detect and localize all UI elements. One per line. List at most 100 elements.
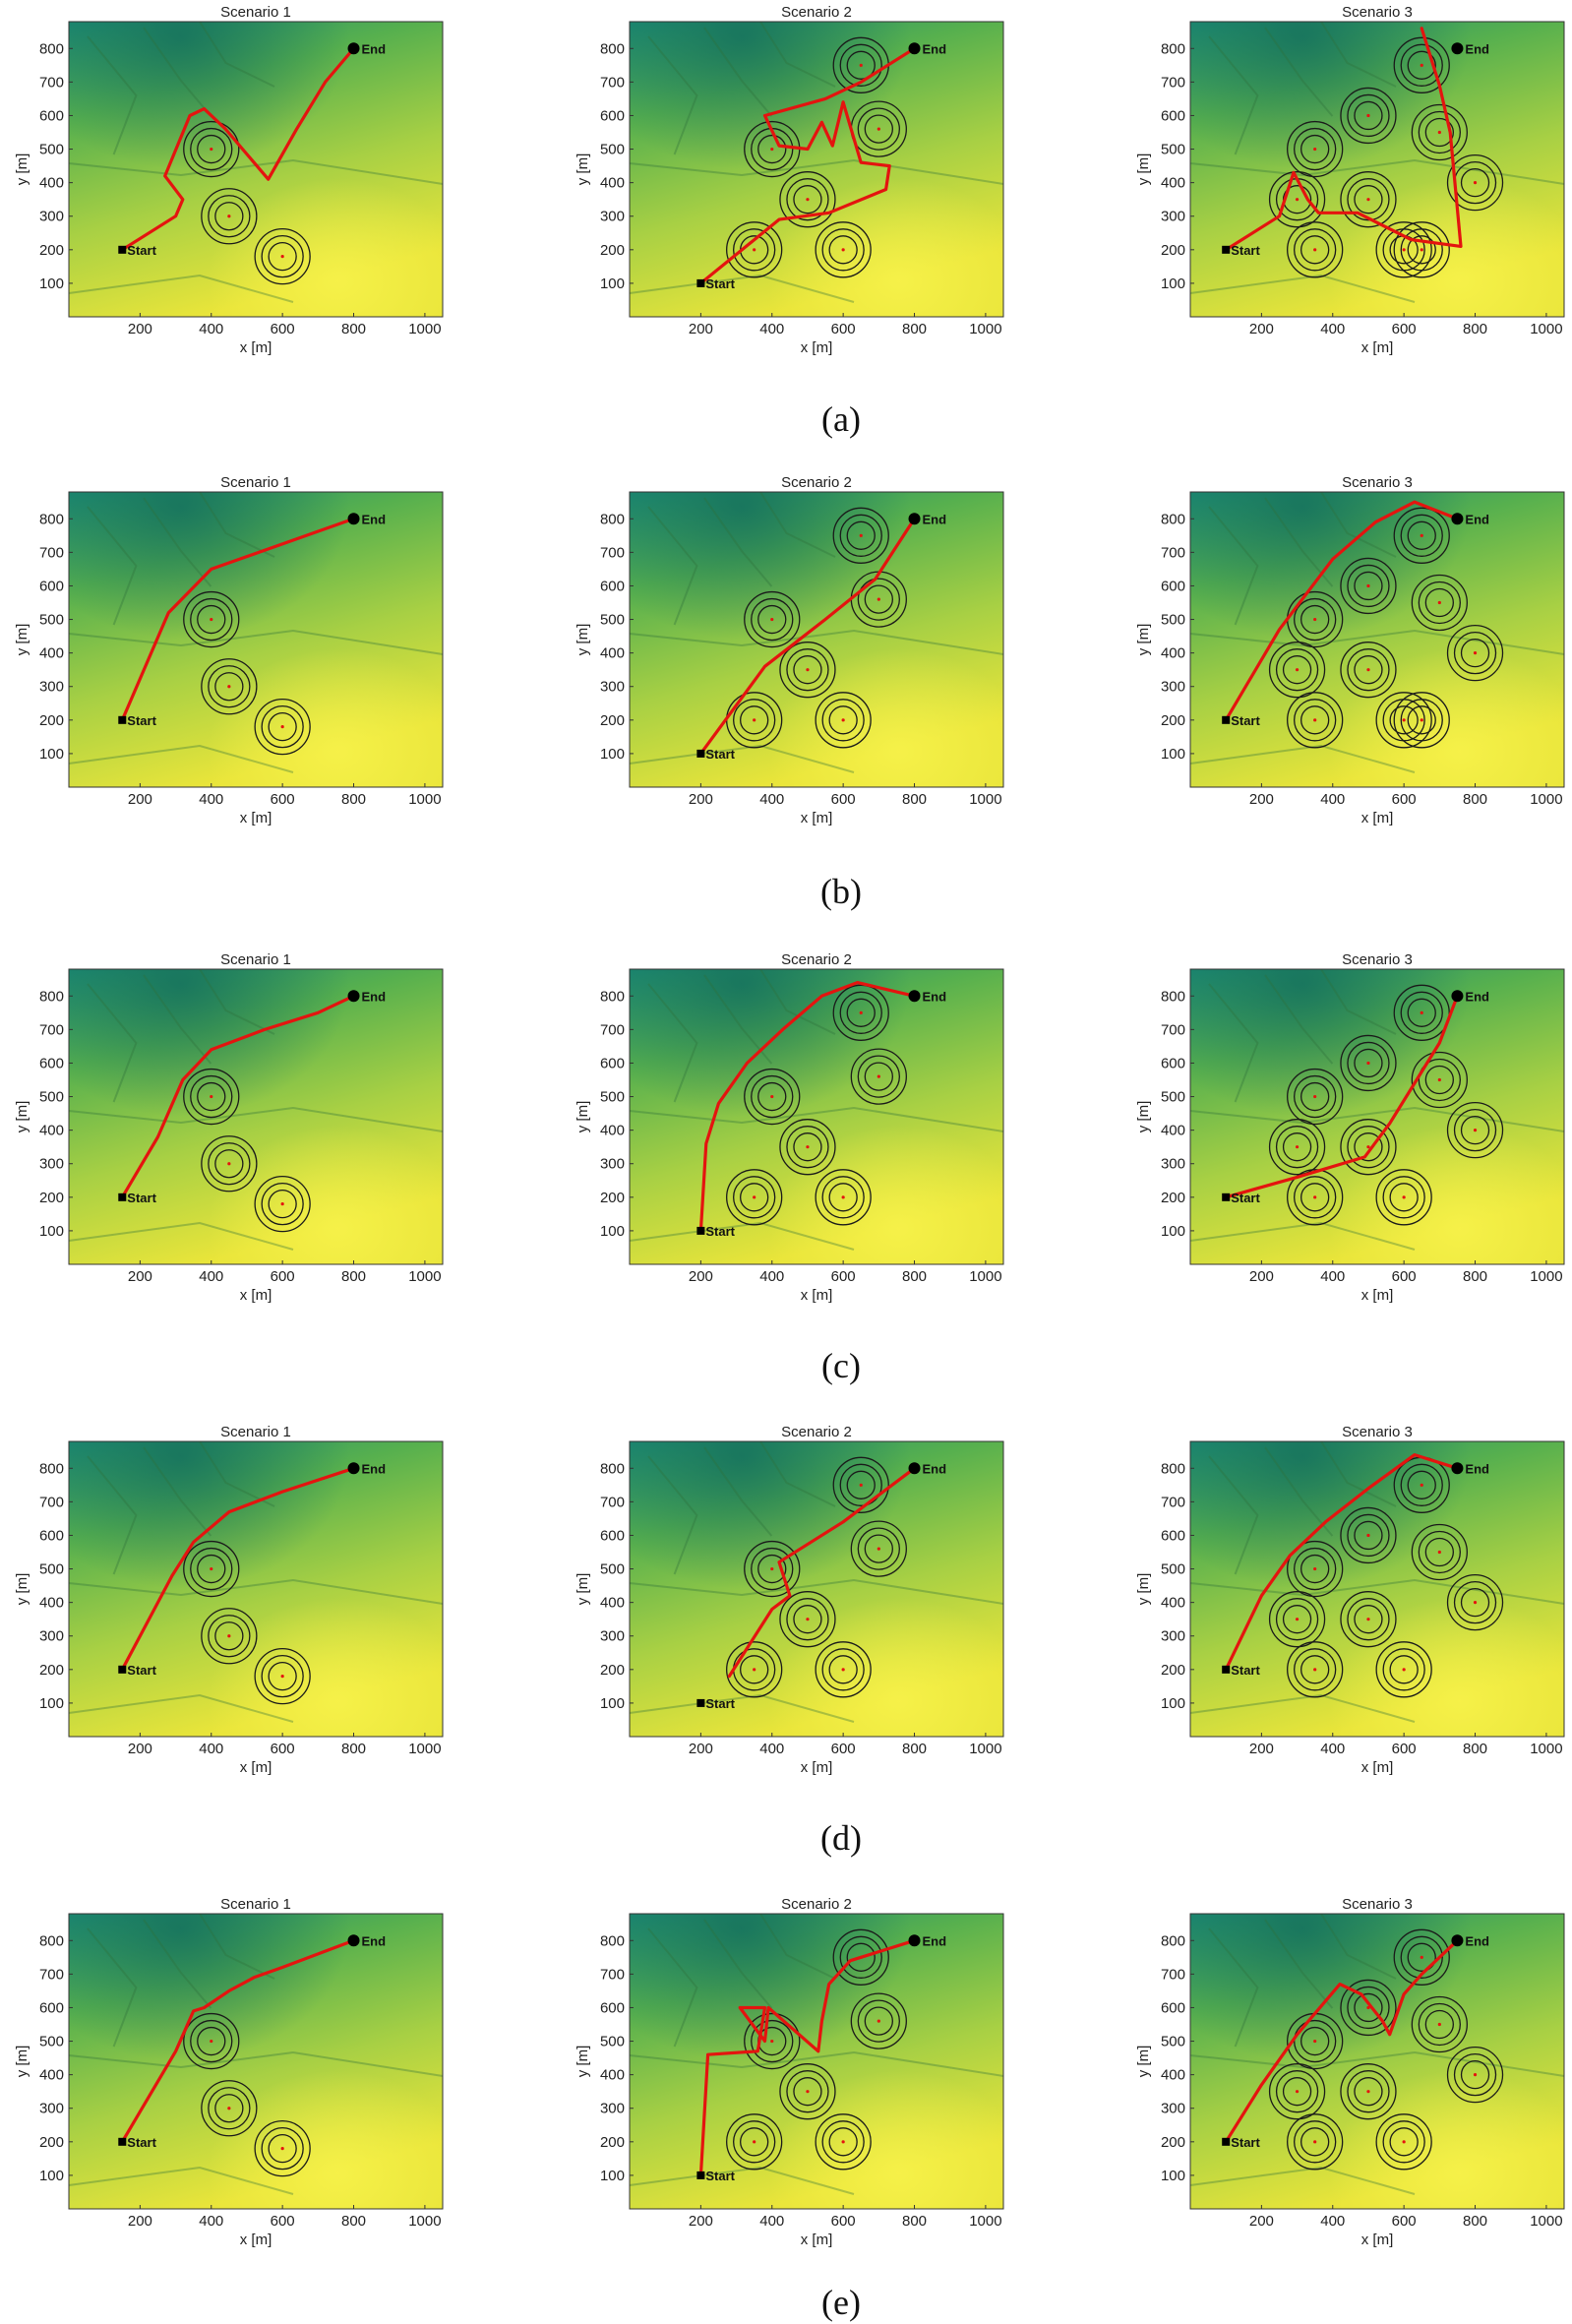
threat-ring [779, 642, 836, 699]
y-tick-label: 200 [1161, 1190, 1185, 1206]
threat-ring [1340, 557, 1397, 615]
threat-center [1313, 1668, 1317, 1672]
threat-ring [1460, 1115, 1490, 1145]
terrain-highlight [630, 492, 1003, 787]
start-marker [696, 749, 705, 758]
terrain-ridge [87, 35, 138, 155]
start-label: Start [127, 1663, 156, 1678]
x-axis-label: x [m] [1361, 810, 1394, 826]
y-tick-label: 400 [1161, 645, 1185, 662]
y-tick-label: 600 [600, 1527, 625, 1544]
y-tick-label: 700 [1161, 74, 1185, 91]
start-marker [118, 245, 127, 254]
threat-ring [214, 672, 244, 702]
flight-path [698, 1938, 917, 2177]
end-label: End [362, 512, 387, 526]
map-panel: Scenario 3 200 400 600 800 1000 100 200 300 400 50… [1135, 474, 1565, 826]
y-tick-label: 300 [39, 209, 64, 225]
y-tick-label: 400 [600, 1123, 625, 1139]
map-panel: Scenario 3 200 400 600 800 1000 100 200 300 400 50… [1135, 1424, 1565, 1776]
threat-ring [1347, 178, 1390, 221]
threat-ring [1393, 692, 1450, 749]
y-tick-label: 400 [39, 2067, 64, 2084]
threat-ring [828, 2127, 858, 2157]
threat-zone [254, 2119, 311, 2177]
terrain-ridge [143, 1446, 212, 1537]
y-tick-label: 600 [39, 1527, 64, 1544]
terrain-ridge [647, 1455, 698, 1575]
terrain-highlight [69, 1914, 443, 2209]
start-marker [118, 715, 127, 724]
terrain-highlight [69, 969, 443, 1264]
chart-title: Scenario 3 [1342, 1424, 1413, 1440]
x-axis-label: x [m] [801, 1759, 833, 1776]
threat-ring [190, 1547, 233, 1591]
x-tick-label: 600 [831, 791, 856, 808]
x-tick-label: 400 [759, 1741, 784, 1757]
x-tick-label: 400 [1320, 1741, 1345, 1757]
threat-center [1313, 1566, 1317, 1571]
threat-ring [733, 699, 776, 742]
terrain-highlight [69, 1441, 443, 1737]
x-tick-label: 400 [199, 1268, 223, 1285]
threat-ring [1300, 2127, 1330, 2157]
threat-ring [1446, 1573, 1504, 1631]
threat-zone [1411, 1523, 1468, 1581]
row-label: (e) [821, 2283, 861, 2322]
threat-zone [850, 1520, 907, 1577]
threat-ring [197, 134, 226, 164]
flight-path [698, 46, 917, 285]
y-tick-label: 500 [600, 1561, 625, 1578]
chart-title: Scenario 1 [220, 4, 291, 21]
y-tick-label: 200 [600, 712, 625, 729]
terrain-ridge [629, 1578, 1004, 1605]
threat-ring [197, 1554, 226, 1584]
y-tick-label: 100 [39, 275, 64, 292]
threat-ring [1407, 705, 1436, 735]
y-tick-label: 700 [600, 1494, 625, 1510]
terrain-ridge [759, 491, 836, 558]
y-tick-label: 200 [600, 1190, 625, 1206]
threat-ring [1418, 581, 1461, 625]
threat-ring [1418, 1058, 1461, 1102]
end-marker [1451, 1462, 1464, 1475]
x-tick-label: 600 [831, 1741, 856, 1757]
y-axis-label: y [m] [574, 624, 591, 656]
y-tick-label: 300 [1161, 1628, 1185, 1645]
threat-ring [1411, 574, 1468, 632]
threat-ring [1460, 167, 1490, 198]
start-marker [1222, 245, 1231, 254]
threat-ring [190, 2019, 233, 2063]
threat-ring [1418, 2002, 1461, 2047]
x-tick-label: 200 [1249, 1741, 1274, 1757]
x-tick-label: 800 [902, 1268, 927, 1285]
x-tick-label: 1000 [1530, 1268, 1562, 1285]
y-tick-label: 600 [1161, 107, 1185, 124]
threat-ring [1453, 631, 1497, 675]
x-tick-label: 400 [1320, 2213, 1345, 2230]
threat-ring [793, 185, 822, 214]
threat-ring [1418, 1530, 1461, 1574]
threat-center [210, 1094, 213, 1099]
terrain-ridge [143, 974, 212, 1065]
axes-frame [1189, 1440, 1565, 1738]
threat-zone [254, 698, 311, 756]
terrain-ridge [1208, 1927, 1259, 2048]
start-marker [1222, 715, 1231, 724]
x-tick-label: 1000 [969, 1268, 1001, 1285]
threat-ring [733, 228, 776, 272]
y-tick-label: 300 [600, 1156, 625, 1173]
terrain-ridge [759, 1913, 836, 1980]
terrain-ridge [68, 1106, 444, 1132]
panels-layer: Scenario 1 200 400 600 800 1000 100 200 300 400 50… [14, 4, 1565, 2248]
x-tick-label: 1000 [969, 1741, 1001, 1757]
threat-zone [815, 1169, 872, 1226]
threat-center [210, 147, 213, 152]
threat-center [806, 1145, 810, 1149]
y-tick-label: 500 [39, 612, 64, 629]
threat-ring [1407, 1470, 1436, 1499]
threat-center [1420, 248, 1423, 252]
threat-center [1366, 668, 1370, 672]
chart-title: Scenario 3 [1342, 951, 1413, 968]
threat-ring [183, 2012, 240, 2070]
